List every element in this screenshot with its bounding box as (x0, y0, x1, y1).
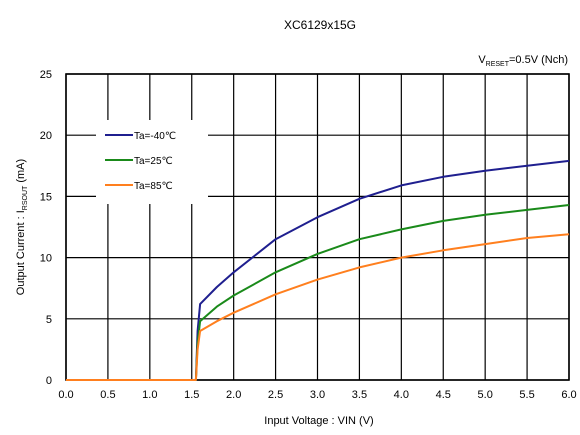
x-tick-label: 4.0 (394, 389, 409, 401)
condition-suffix: =0.5V (Nch) (509, 54, 568, 66)
x-tick-label: 0.5 (100, 389, 115, 401)
legend-entry-2: Ta=25℃ (134, 156, 173, 167)
y-tick-label: 5 (46, 314, 52, 326)
x-tick-label: 5.5 (519, 389, 534, 401)
x-tick-label: 2.0 (226, 389, 241, 401)
legend-entry-3: Ta=85℃ (134, 181, 173, 192)
y-axis-label: Output Current : IRSOUT (mA) (15, 159, 29, 295)
y-axis-label-unit: (mA) (15, 159, 27, 186)
y-axis-label-main: Output Current : I (15, 210, 27, 295)
y-tick-label: 25 (40, 69, 52, 81)
x-tick-label: 3.0 (310, 389, 325, 401)
x-tick-label: 3.5 (352, 389, 367, 401)
plot-frame (65, 73, 570, 381)
series-line-3 (66, 233, 570, 381)
x-axis-label: Input Voltage : VIN (V) (264, 415, 373, 427)
grid (65, 73, 570, 381)
condition-subscript: RESET (486, 61, 510, 68)
condition-prefix: V (478, 54, 486, 66)
condition-label: VRESET=0.5V (Nch) (478, 54, 568, 68)
x-tick-label: 1.0 (142, 389, 157, 401)
y-tick-label: 20 (40, 130, 52, 142)
legend: Ta=-40℃ Ta=25℃ Ta=85℃ (96, 120, 208, 204)
chart-title: XC6129x15G (284, 18, 356, 32)
x-tick-label: 4.5 (436, 389, 451, 401)
y-axis-ticks: 0 5 10 15 20 25 (40, 69, 52, 387)
y-axis-label-subscript: RSOUT (22, 185, 29, 210)
x-axis-ticks: 0.0 0.5 1.0 1.5 2.0 2.5 3.0 3.5 4.0 4.5 5.0 5.5 6.0 (58, 389, 576, 401)
x-tick-label: 6.0 (561, 389, 576, 401)
legend-entry-1: Ta=-40℃ (134, 131, 176, 142)
y-tick-label: 15 (40, 191, 52, 203)
x-tick-label: 0.0 (58, 389, 73, 401)
x-tick-label: 2.5 (268, 389, 283, 401)
x-tick-label: 5.0 (478, 389, 493, 401)
y-tick-label: 0 (46, 375, 52, 387)
y-tick-label: 10 (40, 253, 52, 265)
series-lines (66, 159, 570, 381)
x-tick-label: 1.5 (184, 389, 199, 401)
